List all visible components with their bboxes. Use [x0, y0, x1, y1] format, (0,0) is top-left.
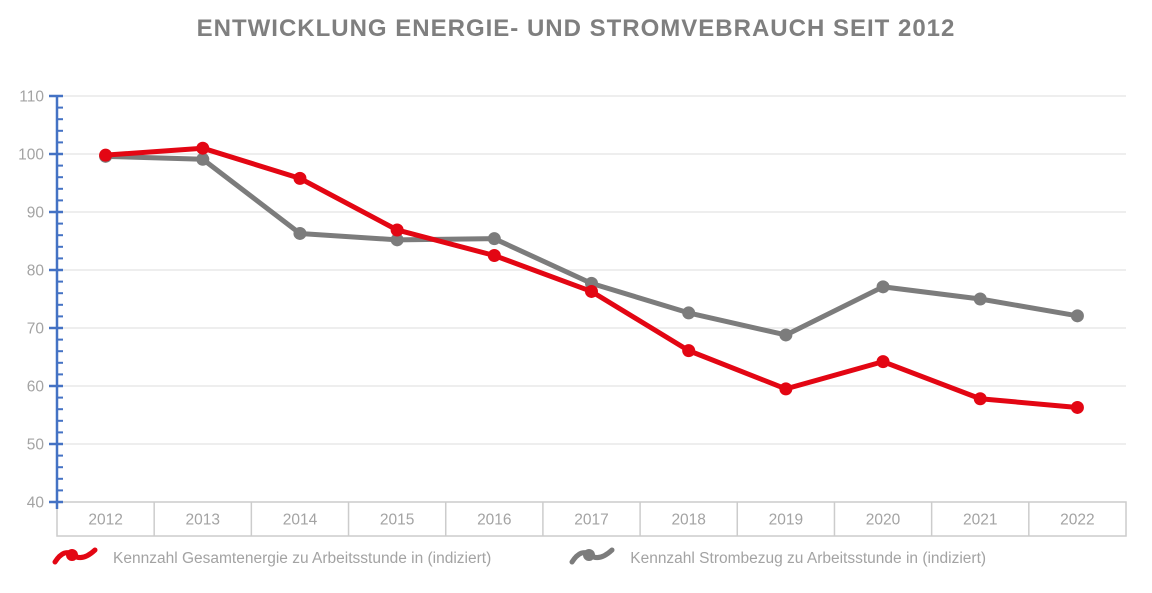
- y-tick-label: 80: [27, 263, 45, 280]
- data-point: [779, 382, 793, 396]
- data-point: [585, 284, 598, 298]
- x-tick-label: 2016: [477, 512, 511, 529]
- x-tick-label: 2018: [671, 512, 705, 529]
- x-tick-label: 2022: [1060, 512, 1094, 529]
- line-series-icon: [569, 543, 615, 574]
- x-tick-label: 2015: [380, 512, 414, 529]
- data-point: [973, 392, 987, 406]
- legend-label: Kennzahl Strombezug zu Arbeitsstunde in …: [630, 549, 987, 567]
- data-point: [779, 328, 793, 342]
- data-point: [196, 152, 210, 166]
- legend-item-gesamtenergie: Kennzahl Gesamtenergie zu Arbeitsstunde …: [52, 543, 491, 574]
- y-tick-label: 100: [18, 147, 44, 164]
- data-line-1: [103, 153, 1080, 338]
- x-tick-label: 2021: [963, 512, 997, 529]
- data-point: [487, 249, 501, 262]
- legend-item-strombezug: Kennzahl Strombezug zu Arbeitsstunde in …: [569, 543, 986, 574]
- y-tick-label: 70: [27, 321, 45, 338]
- data-point: [293, 226, 307, 240]
- chart-legend: Kennzahl Gesamtenergie zu Arbeitsstunde …: [52, 543, 1152, 574]
- data-point: [1070, 400, 1084, 414]
- y-tick-label: 50: [27, 437, 45, 454]
- x-tick-label: 2012: [88, 512, 122, 529]
- data-point: [1070, 309, 1084, 323]
- x-tick-label: 2019: [769, 512, 803, 529]
- data-point: [682, 344, 696, 358]
- data-point: [390, 223, 404, 237]
- chart-title: ENTWICKLUNG ENERGIE- UND STROMVEBRAUCH S…: [196, 15, 956, 42]
- legend-label: Kennzahl Gesamtenergie zu Arbeitsstunde …: [113, 549, 492, 567]
- x-tick-label: 2017: [574, 512, 608, 529]
- y-tick-label: 60: [27, 379, 45, 396]
- x-tick-label: 2020: [866, 512, 901, 529]
- x-axis-band: [56, 501, 1127, 537]
- x-tick-label: 2014: [283, 512, 318, 529]
- data-point: [876, 355, 890, 369]
- y-tick-label: 90: [27, 205, 45, 222]
- data-point: [487, 232, 501, 246]
- line-chart: 2012 2013 2014 2015 2016 2017 2018 2019 2020 2021…: [18, 89, 1127, 537]
- y-tick-label: 110: [19, 89, 44, 106]
- data-point: [293, 171, 307, 185]
- data-point: [196, 141, 210, 155]
- line-series-icon: [52, 543, 98, 574]
- y-tick-label: 40: [27, 495, 45, 512]
- data-point: [876, 280, 890, 294]
- x-tick-label: 2013: [186, 512, 220, 529]
- data-point: [973, 292, 987, 306]
- data-point: [390, 233, 404, 247]
- data-point: [99, 148, 113, 162]
- data-point: [682, 306, 696, 320]
